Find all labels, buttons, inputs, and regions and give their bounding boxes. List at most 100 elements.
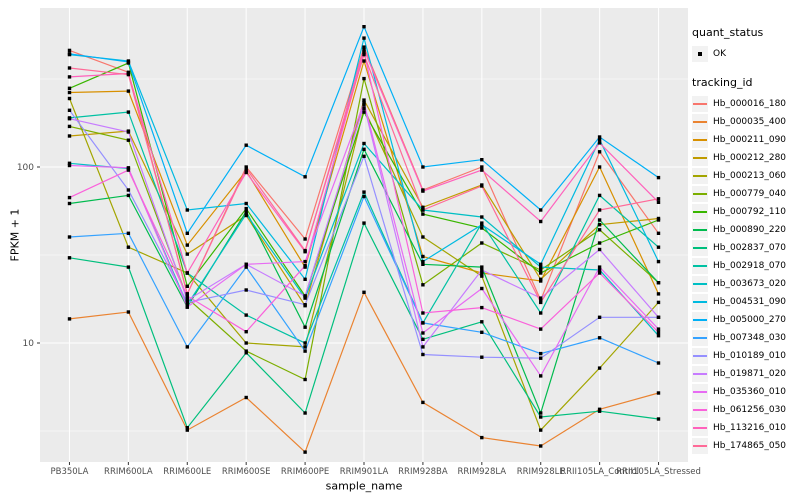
data-point: [244, 143, 248, 147]
line-key-icon: [692, 384, 708, 400]
data-point: [421, 235, 425, 239]
legend-item-Hb_019871_020: Hb_019871_020: [692, 366, 798, 382]
data-point: [362, 194, 366, 199]
legend-item-Hb_005000_270: Hb_005000_270: [692, 312, 798, 328]
data-point: [126, 193, 131, 198]
data-point: [539, 208, 543, 212]
data-point: [421, 400, 425, 405]
data-point: [362, 190, 366, 194]
x-tick-label: RRIM600LA: [104, 467, 153, 477]
data-point: [185, 298, 189, 302]
data-point: [480, 226, 484, 230]
legend-item-label: Hb_010189_010: [713, 351, 787, 361]
x-tick-label: RRIM600LE: [163, 467, 211, 477]
data-point: [421, 165, 425, 169]
legend-item-Hb_003673_020: Hb_003673_020: [692, 276, 798, 292]
line-key-icon: [692, 276, 708, 292]
data-point: [67, 52, 72, 56]
x-tick-label: RRIM928LA: [458, 467, 507, 477]
legend-item-label: Hb_000213_060: [713, 171, 787, 181]
data-point: [362, 154, 366, 158]
data-point: [421, 189, 425, 193]
axis-ticks-labels: PB350LA RRIM600LA RRIM600LE RRIM600SE RRIM60…: [17, 163, 701, 477]
line-key-icon: [692, 240, 708, 256]
data-point: [244, 170, 248, 175]
data-point: [656, 391, 661, 395]
data-point: [480, 268, 484, 272]
legend-item-label: Hb_000035_400: [713, 117, 787, 127]
line-key-icon: [692, 330, 708, 346]
data-point: [539, 374, 543, 378]
data-point: [539, 262, 543, 266]
data-point: [244, 265, 248, 269]
data-point: [185, 428, 189, 432]
data-point: [656, 292, 661, 296]
data-point: [362, 221, 366, 225]
data-point: [126, 60, 131, 64]
legend-item-Hb_174865_050: Hb_174865_050: [692, 438, 798, 454]
data-point: [67, 256, 72, 260]
x-tick-label: RRII105LA_Control: [560, 467, 639, 477]
data-point: [185, 296, 189, 300]
x-tick-label: RRIM928LE: [517, 467, 565, 477]
line-key-icon: [692, 348, 708, 364]
data-point: [362, 50, 366, 54]
data-point: [539, 300, 543, 305]
data-point: [185, 305, 189, 309]
data-point: [539, 298, 543, 302]
line-key-icon: [692, 366, 708, 382]
legend-item-Hb_002837_070: Hb_002837_070: [692, 240, 798, 256]
legend-items-tracking: Hb_000016_180 Hb_000035_400 Hb_000211_090 H…: [692, 96, 798, 454]
line-key-icon: [692, 168, 708, 184]
line-key-icon: [692, 294, 708, 310]
data-point: [480, 184, 484, 188]
legend-item-label: Hb_002918_070: [713, 261, 787, 271]
data-point: [362, 103, 366, 107]
legend-item-label: Hb_019871_020: [713, 369, 787, 379]
data-point: [244, 262, 248, 266]
y-tick-label: 100: [17, 163, 34, 173]
data-point: [421, 212, 425, 216]
data-point: [362, 147, 366, 151]
data-point: [539, 411, 543, 415]
data-point: [480, 435, 484, 440]
data-point: [67, 201, 72, 206]
data-point: [303, 341, 307, 345]
data-point: [656, 245, 661, 249]
data-point: [244, 209, 248, 213]
data-point: [185, 231, 189, 235]
legend-item-Hb_000211_090: Hb_000211_090: [692, 132, 798, 148]
data-point: [126, 188, 131, 192]
data-point: [126, 72, 131, 77]
data-point: [244, 395, 248, 400]
data-point: [656, 330, 661, 334]
legend-item-label: Hb_174865_050: [713, 441, 787, 451]
legend-item-Hb_113216_010: Hb_113216_010: [692, 420, 798, 436]
legend-item-label: OK: [713, 49, 726, 59]
data-point: [656, 175, 661, 180]
data-point: [126, 166, 131, 170]
data-point: [597, 407, 602, 411]
data-point: [421, 321, 425, 325]
data-point: [362, 25, 366, 29]
gridlines: [40, 8, 688, 462]
data-point: [244, 349, 248, 353]
data-point: [362, 76, 366, 81]
data-point: [67, 134, 72, 138]
data-point: [303, 264, 307, 268]
data-point: [185, 271, 189, 275]
data-point: [185, 303, 189, 307]
data-point: [67, 66, 72, 70]
legend-item-Hb_000890_220: Hb_000890_220: [692, 222, 798, 238]
legend-item-Hb_000016_180: Hb_000016_180: [692, 96, 798, 112]
line-key-icon: [692, 438, 708, 454]
data-point: [67, 117, 72, 121]
x-tick-label: RRIM928BA: [398, 467, 448, 477]
data-point: [67, 161, 72, 165]
data-point: [185, 252, 189, 256]
data-point: [597, 150, 602, 154]
line-key-icon: [692, 132, 708, 148]
data-point: [303, 237, 307, 241]
data-point: [656, 200, 661, 204]
